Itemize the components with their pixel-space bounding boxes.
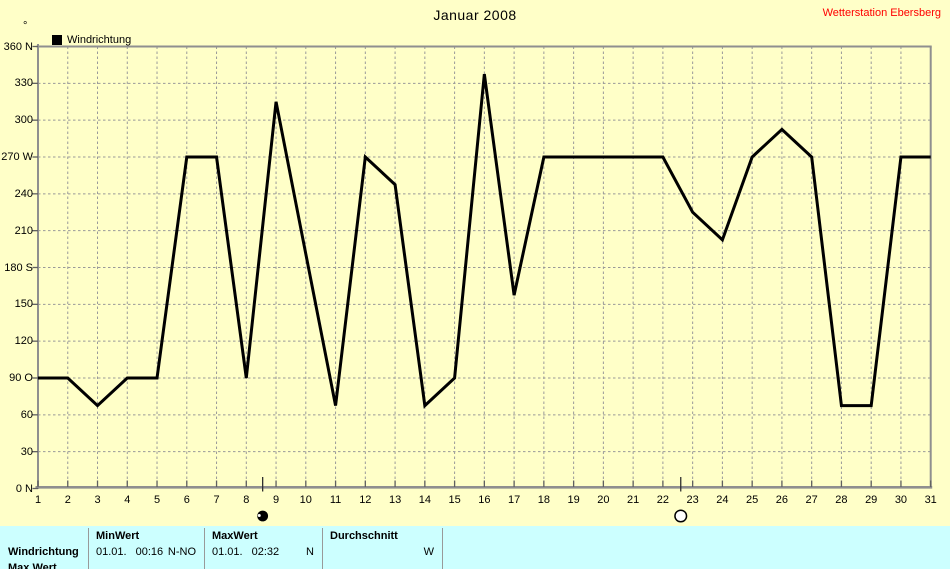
stats-row-label: Windrichtung (8, 546, 79, 558)
x-tick-label: 26 (775, 494, 789, 506)
x-tick-label: 2 (64, 494, 71, 506)
x-tick-label: 1 (34, 494, 42, 506)
maxwert-datetime: 01.01. 02:32 (212, 546, 288, 558)
legend-label: Windrichtung (67, 33, 132, 46)
x-tick-label: 21 (627, 494, 640, 506)
x-tick-label: 12 (359, 494, 372, 506)
minwert-header: MinWert (96, 530, 140, 542)
x-tick-label: 22 (656, 494, 670, 506)
x-tick-label: 27 (805, 494, 818, 506)
durchschnitt-value: W (423, 546, 434, 558)
x-tick-label: 29 (865, 494, 878, 506)
minwert-date: 01.01. (96, 546, 127, 558)
y-tick-label: 360 N (3, 40, 33, 53)
y-tick-label: 180 S (4, 261, 33, 274)
table-separator (88, 528, 89, 569)
x-tick-label: 25 (746, 494, 759, 506)
y-tick-label: 90 O (9, 372, 33, 384)
y-tick-label: 240 (14, 187, 33, 200)
new-moon-highlight (257, 514, 261, 517)
maxwert-header: MaxWert (212, 530, 258, 542)
x-tick-label: 30 (894, 494, 908, 506)
maxwert-value: N (306, 546, 314, 558)
x-tick-label: 11 (329, 494, 342, 506)
y-tick-label: 30 (20, 445, 33, 458)
x-tick-label: 28 (835, 494, 848, 506)
y-tick-label: 270 W (1, 151, 33, 163)
x-tick-label: 24 (716, 494, 729, 506)
table-separator (442, 528, 443, 569)
maxwert-date: 01.01. (212, 546, 243, 558)
x-tick-label: 17 (507, 494, 521, 506)
legend: Windrichtung (52, 31, 132, 46)
y-tick-label: 60 (20, 408, 33, 421)
y-tick-label: 300 (14, 114, 33, 127)
x-tick-label: 16 (478, 494, 491, 506)
maxwert-time: 02:32 (251, 546, 280, 558)
table-separator (322, 528, 323, 569)
x-tick-label: 19 (567, 494, 580, 506)
station-label: Wetterstation Ebersberg (822, 7, 941, 19)
minwert-datetime: 01.01. 00:16 (96, 546, 172, 558)
x-tick-label: 4 (124, 494, 131, 506)
clipped-next-row-label: Max.Wert (8, 562, 57, 569)
x-tick-label: 8 (243, 494, 250, 506)
y-tick-label: 120 (14, 335, 33, 348)
x-tick-label: 7 (213, 494, 220, 506)
new-moon-icon (257, 510, 269, 522)
durchschnitt-header: Durchschnitt (330, 530, 398, 542)
x-tick-label: 6 (183, 494, 190, 506)
y-axis-unit-label: ° (23, 20, 28, 32)
x-tick-label: 15 (448, 494, 461, 506)
x-tick-label: 13 (388, 494, 402, 506)
y-tick-label: 330 (14, 77, 33, 90)
wind-direction-line (38, 73, 931, 409)
stats-table: Windrichtung MinWert 01.01. 00:16 N-NO Ma… (0, 526, 950, 569)
y-tick-label: 210 (14, 224, 33, 237)
legend-swatch-icon (52, 34, 62, 45)
x-tick-label: 18 (537, 494, 550, 506)
x-tick-label: 23 (686, 494, 699, 506)
x-tick-label: 10 (299, 494, 312, 506)
x-tick-label: 31 (924, 494, 937, 506)
minwert-value: N-NO (167, 546, 196, 558)
x-tick-label: 14 (418, 494, 431, 506)
y-tick-label: 150 (14, 298, 33, 311)
chart-title: Januar 2008 (433, 7, 517, 23)
x-tick-label: 9 (272, 494, 280, 506)
y-tick-label: 0 N (15, 482, 33, 495)
x-tick-label: 3 (94, 494, 101, 506)
table-separator (204, 528, 205, 569)
full-moon-icon (674, 509, 688, 523)
minwert-time: 00:16 (135, 546, 164, 558)
x-tick-label: 20 (597, 494, 610, 506)
x-tick-label: 5 (153, 494, 161, 506)
